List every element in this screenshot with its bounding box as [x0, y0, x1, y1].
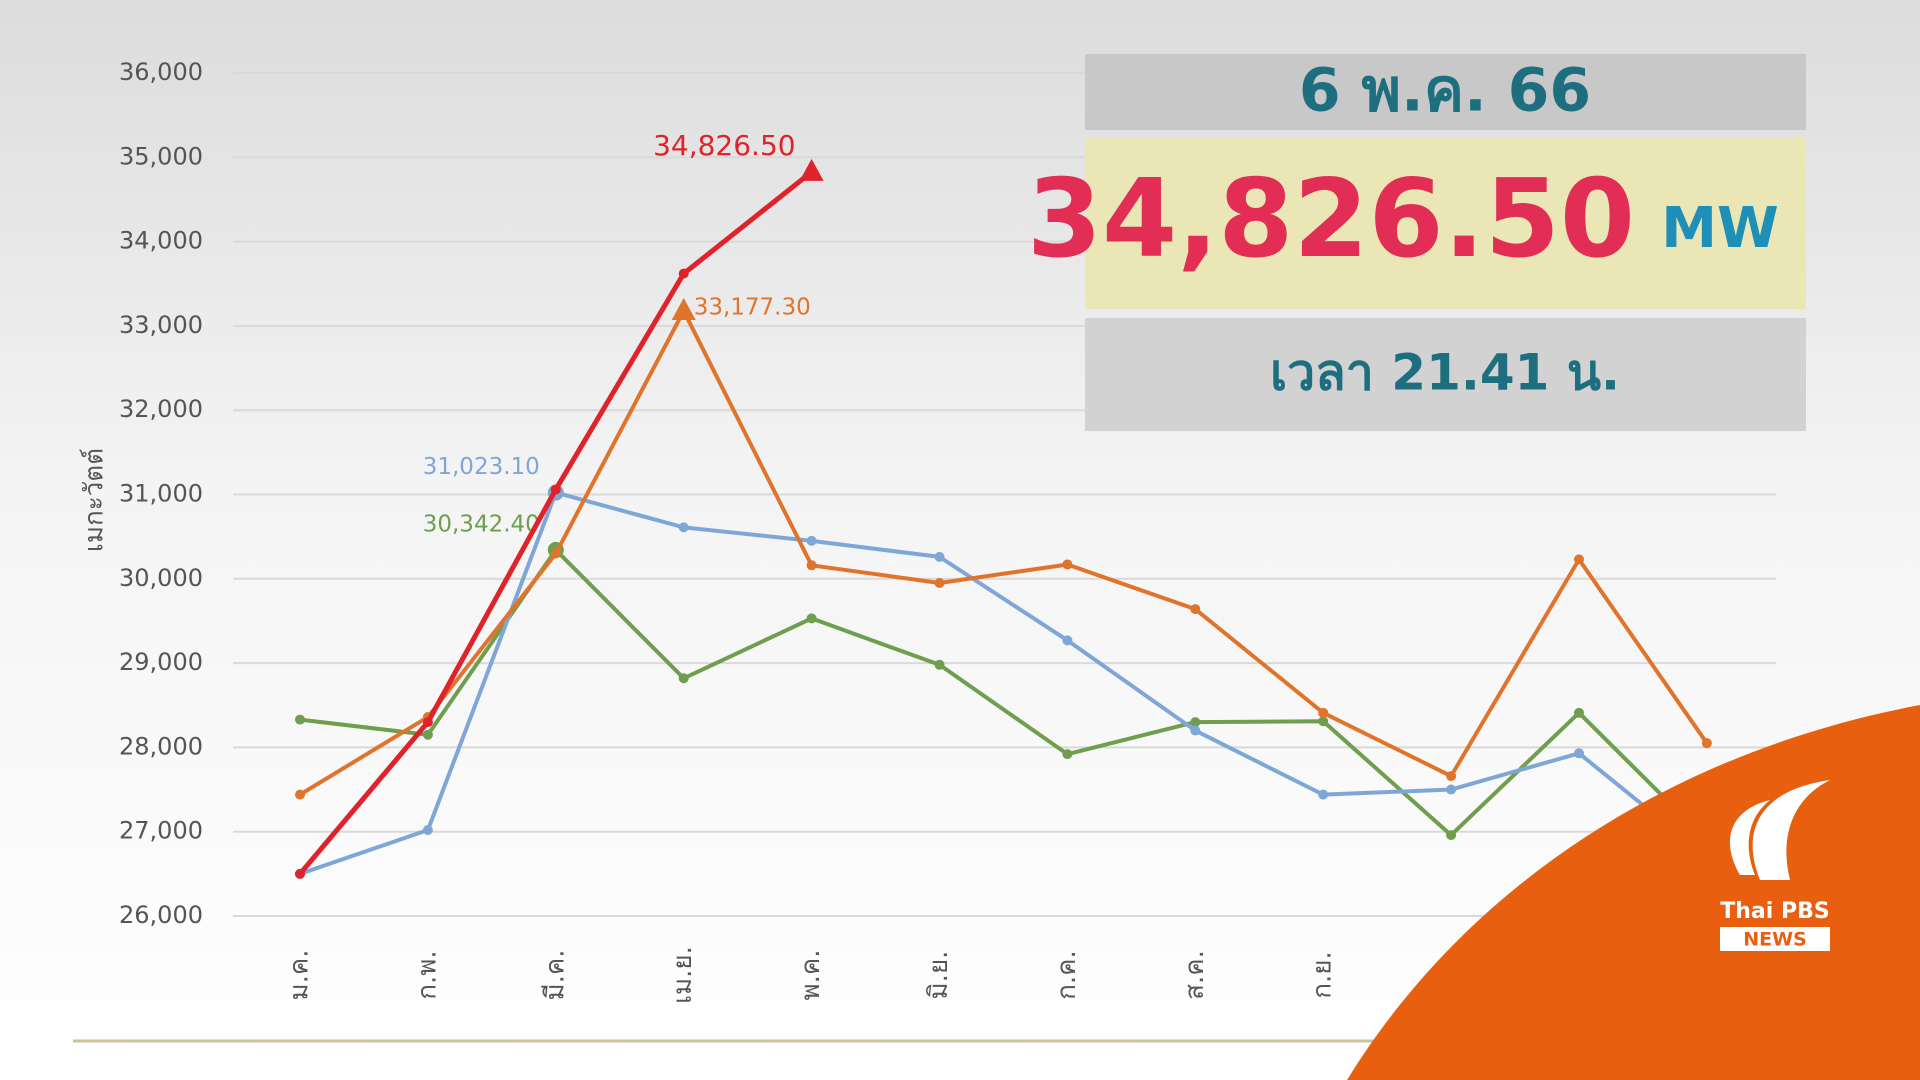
point	[1701, 738, 1712, 749]
value-panel	[1085, 137, 1806, 309]
point	[1446, 830, 1457, 841]
value-label: 33,177.30	[694, 294, 811, 320]
x-tick-label: พ.ค.	[796, 949, 826, 1000]
series-line	[299, 547, 1709, 842]
x-tick-label: มิ.ย.	[924, 951, 954, 1000]
point	[934, 659, 945, 670]
y-tick-label: 29,000	[119, 648, 203, 676]
logo-sub: NEWS	[1743, 929, 1807, 951]
series-line	[299, 490, 1709, 876]
y-tick-label: 35,000	[119, 142, 203, 170]
logo-corner: Thai PBS NEWS	[1347, 705, 1920, 1080]
point	[934, 551, 945, 562]
point	[295, 868, 305, 879]
x-tick-label: ก.พ.	[412, 950, 442, 999]
value-label: 34,826.50	[653, 129, 796, 162]
point	[1062, 749, 1073, 760]
point	[1062, 559, 1073, 570]
date-panel	[1085, 54, 1806, 130]
y-tick-label: 32,000	[119, 395, 203, 423]
y-axis-label: เมกะวัตต์	[80, 448, 110, 552]
point	[550, 548, 561, 559]
x-tick-label: ม.ค.	[285, 949, 315, 1000]
point	[806, 560, 817, 571]
point	[1574, 748, 1584, 759]
value-label: 31,023.10	[423, 454, 540, 480]
series-line	[298, 308, 1709, 797]
point	[1190, 717, 1201, 728]
y-tick-label: 28,000	[119, 732, 203, 760]
peak-value: 34,826.50	[1027, 157, 1635, 282]
logo-brand: Thai PBS	[1720, 899, 1829, 924]
point	[422, 825, 433, 836]
y-tick-label: 31,000	[119, 480, 203, 508]
x-tick-label: ส.ค.	[1180, 950, 1210, 1000]
point	[1446, 784, 1457, 795]
point	[295, 789, 305, 800]
time: เวลา 21.41 น.	[1270, 344, 1620, 402]
y-tick-label: 26,000	[119, 901, 203, 929]
logo-mark	[1752, 780, 1830, 880]
x-tick-label: เม.ย.	[668, 946, 698, 1004]
y-tick-label: 34,000	[119, 227, 203, 255]
point	[806, 535, 817, 546]
point	[1446, 771, 1457, 782]
point	[1318, 707, 1329, 718]
y-tick-label: 36,000	[119, 58, 203, 86]
corner-shape	[1347, 705, 1920, 1080]
point	[1574, 707, 1584, 718]
point	[550, 484, 561, 495]
point	[678, 522, 689, 533]
logo-mark	[1730, 800, 1770, 875]
series-line	[298, 169, 814, 876]
value-label: 30,342.40	[423, 511, 540, 537]
point	[422, 717, 433, 728]
x-tick-label: ก.ย.	[1308, 951, 1338, 999]
time-panel	[1085, 318, 1806, 431]
point	[806, 613, 817, 624]
point	[678, 673, 689, 684]
x-tick-label: มี.ค.	[540, 949, 570, 1000]
point	[1190, 725, 1201, 736]
x-tick-label: ก.ค.	[1052, 950, 1082, 1000]
unit: MW	[1661, 196, 1779, 261]
point	[1574, 554, 1584, 565]
info-box: 6 พ.ค. 66 34,826.50 MW เวลา 21.41 น.	[1027, 54, 1806, 431]
logo-sub-box	[1720, 927, 1830, 951]
point	[934, 578, 945, 589]
y-tick-label: 33,000	[119, 311, 203, 339]
point	[1190, 604, 1201, 615]
point	[295, 714, 305, 725]
point	[1318, 716, 1329, 727]
date: 6 พ.ค. 66	[1299, 56, 1591, 126]
y-tick-label: 30,000	[119, 564, 203, 592]
peak-marker	[799, 158, 824, 181]
point	[422, 729, 433, 740]
point	[1318, 789, 1329, 800]
point	[678, 268, 689, 279]
y-tick-label: 27,000	[119, 817, 203, 845]
peak-marker	[671, 297, 696, 320]
point	[1062, 635, 1073, 646]
